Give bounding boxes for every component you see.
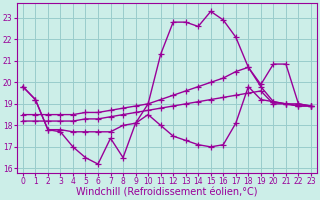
- X-axis label: Windchill (Refroidissement éolien,°C): Windchill (Refroidissement éolien,°C): [76, 187, 258, 197]
